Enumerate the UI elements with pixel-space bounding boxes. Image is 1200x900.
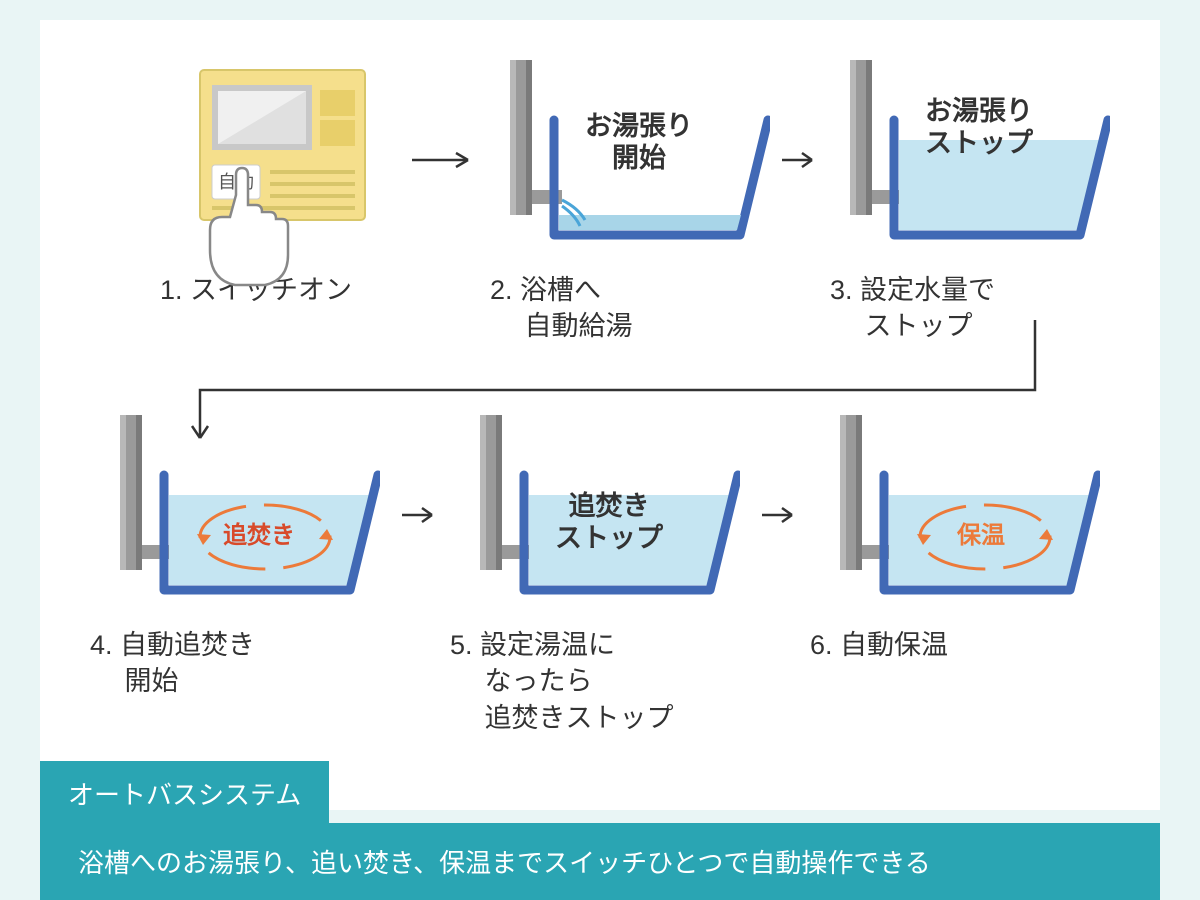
tub-2: お湯張り 開始 bbox=[490, 60, 770, 260]
step-1: 自動 1. スイッチオン bbox=[160, 60, 400, 308]
tub-6-oval-label: 保温 bbox=[957, 523, 1005, 549]
step-6: 保温 6. 自動保温 bbox=[810, 415, 1110, 663]
step-2: お湯張り 開始 2. 浴槽へ 自動給湯 bbox=[490, 60, 770, 345]
tub-4-oval-label: 追焚き bbox=[223, 523, 295, 549]
arrow-1-2 bbox=[410, 60, 480, 260]
footer-title: オートバスシステム bbox=[40, 761, 329, 826]
step-3: お湯張り ストップ 3. 設定水量で ストップ bbox=[830, 60, 1110, 345]
step-4: 追焚き 4. 自動追焚き 開始 bbox=[90, 415, 390, 700]
tub-5-label: 追焚き ストップ bbox=[555, 490, 663, 555]
step-4-caption: 4. 自動追焚き 開始 bbox=[90, 627, 390, 700]
tub-3-label: お湯張り ストップ bbox=[925, 95, 1033, 160]
arrow-2-3 bbox=[780, 60, 820, 260]
step-5-caption: 5. 設定湯温に なったら 追焚きストップ bbox=[450, 627, 750, 736]
remote-illustration: 自動 bbox=[170, 60, 390, 260]
diagram-panel: 自動 1. スイッチオン bbox=[40, 20, 1160, 810]
arrow-5-6 bbox=[760, 415, 800, 615]
step-5: 追焚き ストップ 5. 設定湯温に なったら 追焚きストップ bbox=[450, 415, 750, 736]
row-1: 自動 1. スイッチオン bbox=[90, 60, 1110, 345]
row-2: 追焚き 4. 自動追焚き 開始 追焚き ストップ 5. 設定湯温に なった bbox=[90, 415, 1110, 736]
footer-desc: 浴槽へのお湯張り、追い焚き、保温までスイッチひとつで自動操作できる bbox=[40, 823, 1160, 900]
arrow-4-5 bbox=[400, 415, 440, 615]
tub-5: 追焚き ストップ bbox=[460, 415, 740, 615]
step-6-caption: 6. 自動保温 bbox=[810, 627, 1110, 663]
tub-4: 追焚き bbox=[100, 415, 380, 615]
tub-3: お湯張り ストップ bbox=[830, 60, 1110, 260]
tub-2-label: お湯張り 開始 bbox=[585, 110, 693, 175]
tub-6: 保温 bbox=[820, 415, 1100, 615]
